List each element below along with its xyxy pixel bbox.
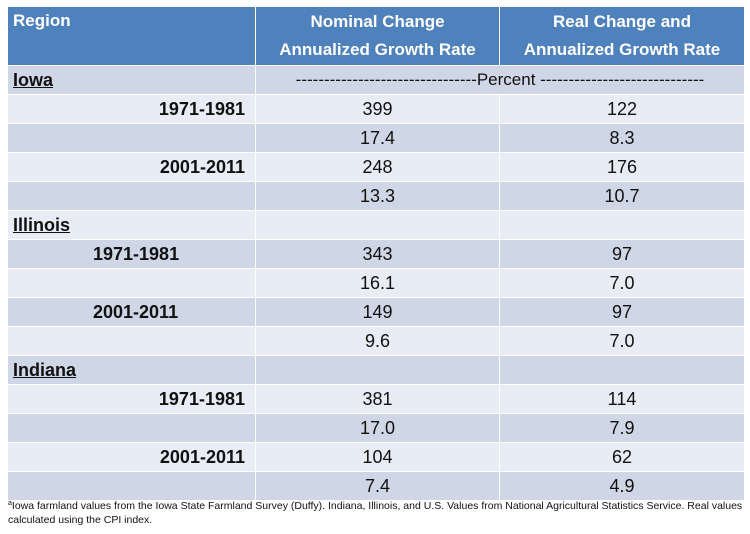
period-label	[7, 181, 256, 211]
table-row: 1971-1981 343 97	[7, 239, 745, 269]
nominal-value: 17.0	[255, 413, 500, 443]
footnote: aIowa farmland values from the Iowa Stat…	[8, 497, 743, 527]
period-label: 2001-2011	[7, 442, 256, 472]
period-label: 1971-1981	[7, 94, 256, 124]
table-row: 16.1 7.0	[7, 268, 745, 298]
region-name: Indiana	[7, 355, 256, 385]
period-label	[7, 268, 256, 298]
period-label	[7, 413, 256, 443]
real-value: 97	[499, 297, 745, 327]
nominal-value: 7.4	[255, 471, 500, 501]
percent-unit-label: --------------------------------Percent …	[255, 65, 745, 95]
real-value: 114	[499, 384, 745, 414]
nominal-value: 16.1	[255, 268, 500, 298]
table-row: 2001-2011 248 176	[7, 152, 745, 182]
empty-cell	[255, 355, 500, 385]
nominal-value: 13.3	[255, 181, 500, 211]
table-row: 1971-1981 399 122	[7, 94, 745, 124]
period-label	[7, 123, 256, 153]
empty-cell	[499, 210, 745, 240]
nominal-value: 17.4	[255, 123, 500, 153]
header-nominal: Nominal Change Annualized Growth Rate	[255, 6, 500, 66]
nominal-value: 149	[255, 297, 500, 327]
section-row-iowa: Iowa --------------------------------Per…	[7, 65, 745, 95]
section-row-indiana: Indiana	[7, 355, 745, 385]
real-value: 62	[499, 442, 745, 472]
table-row: 2001-2011 149 97	[7, 297, 745, 327]
table-row: 2001-2011 104 62	[7, 442, 745, 472]
real-value: 7.9	[499, 413, 745, 443]
footnote-marker: a	[8, 500, 12, 507]
nominal-value: 248	[255, 152, 500, 182]
real-value: 97	[499, 239, 745, 269]
nominal-value: 104	[255, 442, 500, 472]
empty-cell	[255, 210, 500, 240]
table-row: 17.4 8.3	[7, 123, 745, 153]
empty-cell	[499, 355, 745, 385]
table-row: 13.3 10.7	[7, 181, 745, 211]
farmland-value-table: Region Nominal Change Annualized Growth …	[7, 6, 745, 501]
period-label: 2001-2011	[7, 297, 256, 327]
header-region: Region	[7, 6, 256, 66]
header-real-line2: Annualized Growth Rate	[523, 40, 721, 59]
real-value: 10.7	[499, 181, 745, 211]
nominal-value: 343	[255, 239, 500, 269]
header-real: Real Change and Annualized Growth Rate	[499, 6, 745, 66]
section-row-illinois: Illinois	[7, 210, 745, 240]
real-value: 7.0	[499, 268, 745, 298]
table-row: 17.0 7.9	[7, 413, 745, 443]
real-value: 8.3	[499, 123, 745, 153]
real-value: 122	[499, 94, 745, 124]
nominal-value: 399	[255, 94, 500, 124]
table-row: 7.4 4.9	[7, 471, 745, 501]
table-row: 1971-1981 381 114	[7, 384, 745, 414]
header-real-line1: Real Change and	[553, 12, 691, 31]
period-label	[7, 326, 256, 356]
region-name: Illinois	[7, 210, 256, 240]
real-value: 7.0	[499, 326, 745, 356]
period-label: 1971-1981	[7, 384, 256, 414]
nominal-value: 381	[255, 384, 500, 414]
period-label	[7, 471, 256, 501]
real-value: 176	[499, 152, 745, 182]
header-nominal-line2: Annualized Growth Rate	[279, 40, 476, 59]
table-row: 9.6 7.0	[7, 326, 745, 356]
region-name: Iowa	[7, 65, 256, 95]
period-label: 1971-1981	[7, 239, 256, 269]
footnote-text: Iowa farmland values from the Iowa State…	[8, 500, 743, 526]
header-row: Region Nominal Change Annualized Growth …	[7, 6, 745, 66]
real-value: 4.9	[499, 471, 745, 501]
period-label: 2001-2011	[7, 152, 256, 182]
header-nominal-line1: Nominal Change	[310, 12, 445, 31]
nominal-value: 9.6	[255, 326, 500, 356]
